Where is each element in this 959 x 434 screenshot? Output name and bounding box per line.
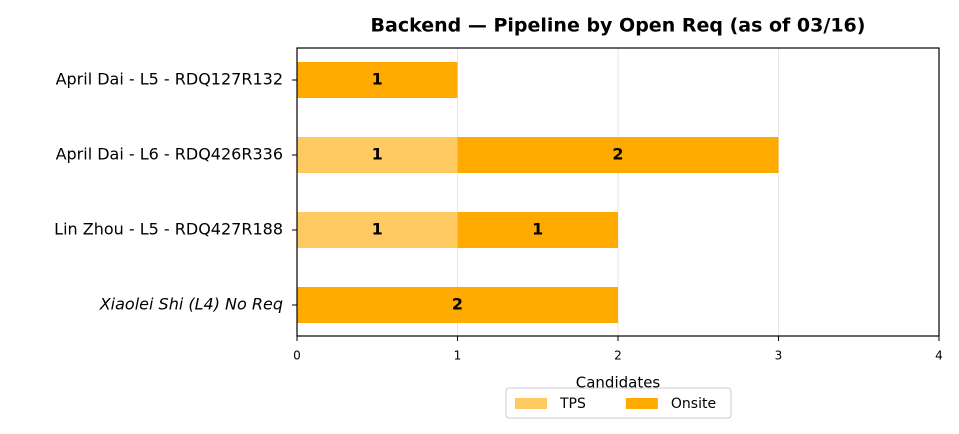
x-tick-label: 0 <box>293 349 301 363</box>
x-tick-label: 2 <box>614 349 622 363</box>
chart-title: Backend — Pipeline by Open Req (as of 03… <box>371 15 866 37</box>
bar-label: 1 <box>372 70 383 89</box>
bar-label: 1 <box>372 220 383 239</box>
bar <box>297 137 458 173</box>
bar <box>297 212 458 248</box>
x-tick-label: 4 <box>935 349 943 363</box>
x-axis-label: Candidates <box>576 374 661 392</box>
y-tick-label: Xiaolei Shi (L4) No Req <box>99 295 283 314</box>
legend-label: TPS <box>559 396 586 412</box>
x-tick-label: 3 <box>775 349 783 363</box>
bar-label: 1 <box>532 220 543 239</box>
legend-swatch <box>515 398 547 409</box>
plot-frame <box>296 47 940 337</box>
bar <box>297 62 458 98</box>
bar-label: 2 <box>612 145 623 164</box>
legend-label: Onsite <box>671 396 716 412</box>
x-tick-label: 1 <box>454 349 462 363</box>
bar <box>297 287 618 323</box>
bar <box>457 137 779 173</box>
y-tick-label: April Dai - L5 - RDQ127R132 <box>56 70 283 89</box>
y-tick-label: Lin Zhou - L5 - RDQ427R188 <box>54 220 283 239</box>
bar <box>457 212 618 248</box>
legend-swatch <box>625 398 658 409</box>
bar-label: 1 <box>372 145 383 164</box>
legend: TPS Onsite <box>505 387 732 419</box>
legend-box <box>505 387 732 419</box>
bar-label: 2 <box>452 295 463 314</box>
y-tick-label: April Dai - L6 - RDQ426R336 <box>56 145 283 164</box>
